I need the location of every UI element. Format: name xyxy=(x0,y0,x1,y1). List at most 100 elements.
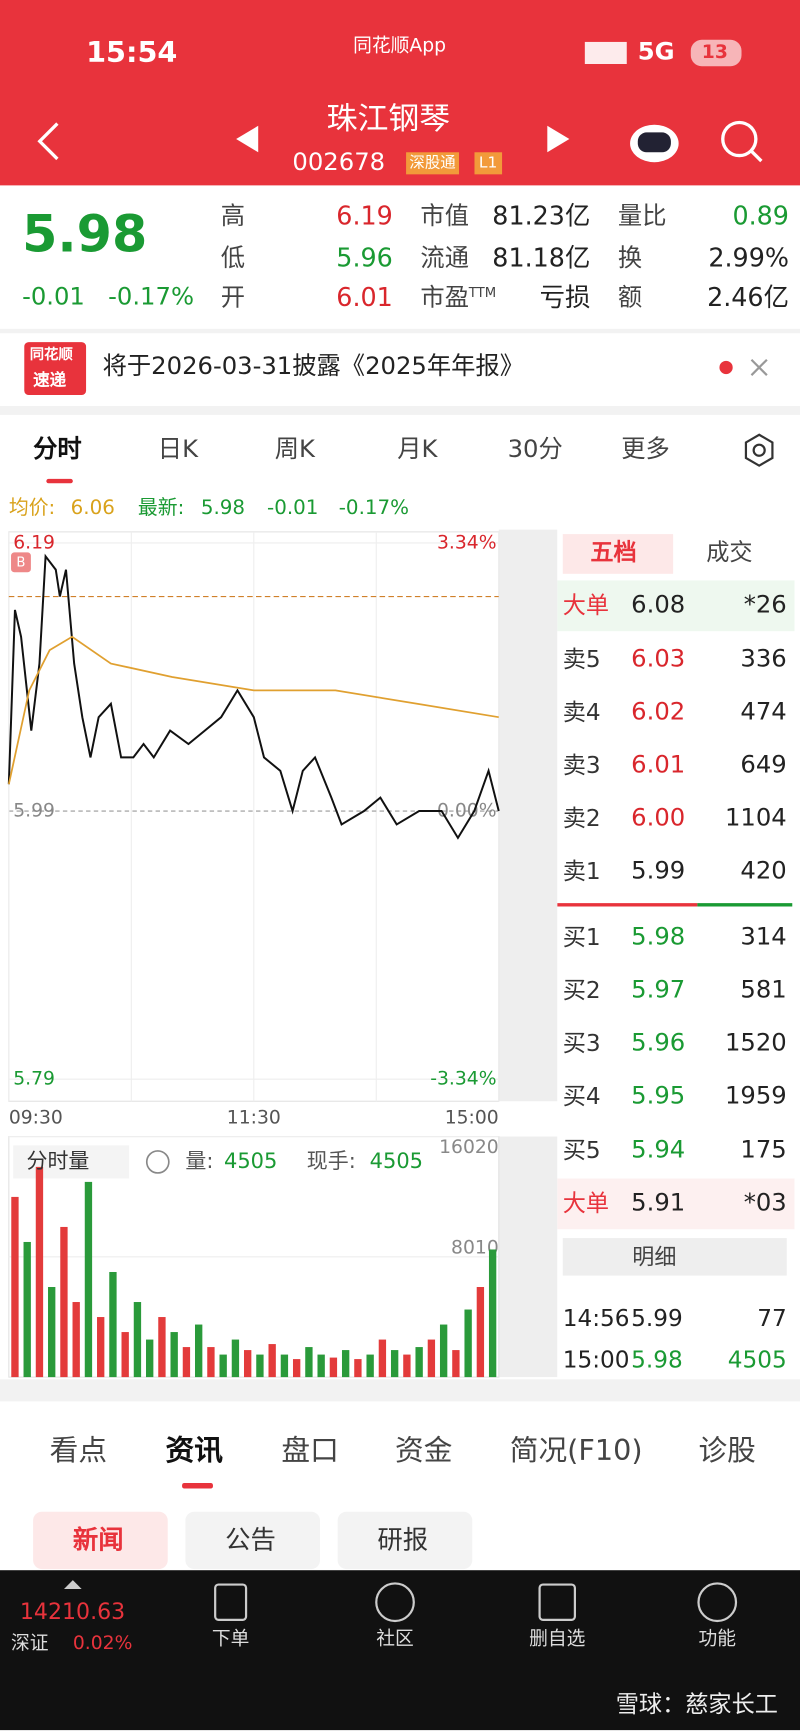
sub-tab[interactable]: 研报 xyxy=(377,1526,429,1556)
nav-item[interactable]: 下单 xyxy=(211,1628,250,1651)
settings-icon[interactable] xyxy=(744,433,774,467)
volume-bar xyxy=(219,1354,227,1378)
stat-label: 高 xyxy=(220,203,245,231)
ob-tab[interactable]: 五档 xyxy=(590,539,637,566)
buy-badge xyxy=(11,552,31,573)
bottom-tab[interactable]: 资金 xyxy=(395,1434,453,1468)
ob-price: 6.08 xyxy=(631,591,686,620)
volume-select-bg[interactable] xyxy=(13,1145,130,1179)
function-icon[interactable] xyxy=(697,1582,738,1623)
trade-volume: 77 xyxy=(757,1304,787,1332)
y-tick-label: 6.19 xyxy=(13,532,55,553)
volume-bar xyxy=(476,1287,485,1378)
x-tick-label: 15:00 xyxy=(445,1107,499,1128)
search-icon[interactable] xyxy=(721,120,758,158)
divider xyxy=(0,1379,800,1402)
detail-button-bg[interactable] xyxy=(562,1238,787,1276)
bottom-tab[interactable]: 看点 xyxy=(49,1434,108,1468)
nav-item[interactable]: 功能 xyxy=(698,1628,737,1651)
chart-tab[interactable]: 日K xyxy=(157,435,199,464)
index-value[interactable]: 14210.63 xyxy=(19,1597,126,1625)
order-icon[interactable] xyxy=(214,1583,248,1621)
chart-tab[interactable]: 分时 xyxy=(33,435,82,464)
notice-badge: 同花顺 xyxy=(29,347,73,364)
bottom-tab[interactable]: 资讯 xyxy=(165,1434,223,1468)
ob-tab[interactable]: 成交 xyxy=(706,539,753,566)
ob-label: 卖4 xyxy=(562,699,601,726)
stat-value: 6.19 xyxy=(336,202,393,232)
volume-bar xyxy=(121,1332,129,1378)
ob-label: 买5 xyxy=(562,1137,601,1164)
info-latest-value: 5.98 xyxy=(200,496,246,520)
volume-bar xyxy=(366,1354,374,1378)
volume-bar xyxy=(403,1354,411,1378)
battery: 13 xyxy=(701,41,728,64)
volume-bar xyxy=(354,1359,362,1378)
sub-tab[interactable]: 新闻 xyxy=(72,1526,124,1556)
prev-icon[interactable] xyxy=(236,125,259,153)
subtab-bg[interactable] xyxy=(337,1511,473,1570)
notice-text[interactable]: 将于2026-03-31披露《2025年年报》 xyxy=(102,353,524,381)
notice-badge: 速递 xyxy=(33,370,67,391)
volume-select[interactable]: 分时量 xyxy=(26,1149,90,1174)
change: -0.01 xyxy=(22,283,85,312)
ob-label: 大单 xyxy=(562,1190,610,1217)
chart-tab[interactable]: 周K xyxy=(274,435,315,464)
volume-bar xyxy=(72,1302,80,1378)
volume-bar xyxy=(292,1359,301,1378)
ob-price: 5.91 xyxy=(631,1189,686,1218)
chart-tab[interactable]: 月K xyxy=(397,435,438,464)
stock-code: 002678 xyxy=(292,148,386,177)
chart-tab[interactable]: 更多 xyxy=(621,435,670,464)
volume-bar xyxy=(439,1324,448,1378)
volume-bar xyxy=(48,1287,56,1378)
ob-volume: 420 xyxy=(740,857,787,885)
remove-icon[interactable] xyxy=(538,1583,577,1621)
stat-label: 市值 xyxy=(420,203,469,231)
bottom-tab[interactable]: 盘口 xyxy=(281,1434,339,1468)
ob-price: 5.97 xyxy=(631,976,686,1005)
subtab-bg[interactable] xyxy=(33,1511,168,1570)
bottom-tab[interactable]: 诊股 xyxy=(698,1434,756,1468)
back-icon[interactable] xyxy=(37,122,59,161)
volume-bar xyxy=(268,1344,276,1378)
ob-volume: *03 xyxy=(743,1189,787,1218)
stock-name: 珠江钢琴 xyxy=(326,100,451,137)
trade-time: 14:56 xyxy=(562,1304,630,1332)
chart-tab[interactable]: 30分 xyxy=(507,435,563,464)
volume-bar xyxy=(452,1350,460,1378)
ob-volume: 649 xyxy=(740,751,787,780)
close-icon[interactable] xyxy=(750,358,768,376)
volume-bar xyxy=(97,1317,105,1378)
tab-underline xyxy=(182,1483,213,1489)
watermark: 雪球：慈家长工 xyxy=(615,1691,778,1718)
stat-value: 2.46亿 xyxy=(707,284,789,313)
nav-item[interactable]: 社区 xyxy=(376,1628,414,1651)
volume-bar xyxy=(158,1317,166,1378)
info-latest-pct: -0.17% xyxy=(338,496,410,520)
volume-bar xyxy=(378,1339,387,1378)
ob-volume: 581 xyxy=(740,976,787,1005)
ob-price: 6.03 xyxy=(631,645,686,674)
x-tick-label: 11:30 xyxy=(227,1107,281,1128)
stat-value: 5.96 xyxy=(336,244,393,274)
index-change: 0.02% xyxy=(72,1632,133,1655)
network: 5G xyxy=(637,38,675,67)
sub-tab[interactable]: 公告 xyxy=(225,1526,276,1556)
tag: L1 xyxy=(474,152,502,175)
ob-label: 大单 xyxy=(562,592,610,619)
volume-bar xyxy=(256,1354,264,1378)
bottom-tab[interactable]: 简况(F10) xyxy=(509,1434,643,1468)
detail-button[interactable]: 明细 xyxy=(632,1243,677,1271)
next-icon[interactable] xyxy=(547,125,570,153)
volume-bar xyxy=(60,1226,68,1378)
pct-label: 0.00% xyxy=(437,801,497,822)
subtab-bg[interactable] xyxy=(185,1511,321,1570)
community-icon[interactable] xyxy=(375,1582,415,1623)
volume-bar xyxy=(133,1302,142,1378)
nav-item[interactable]: 删自选 xyxy=(529,1628,586,1651)
help-icon[interactable] xyxy=(145,1150,170,1174)
